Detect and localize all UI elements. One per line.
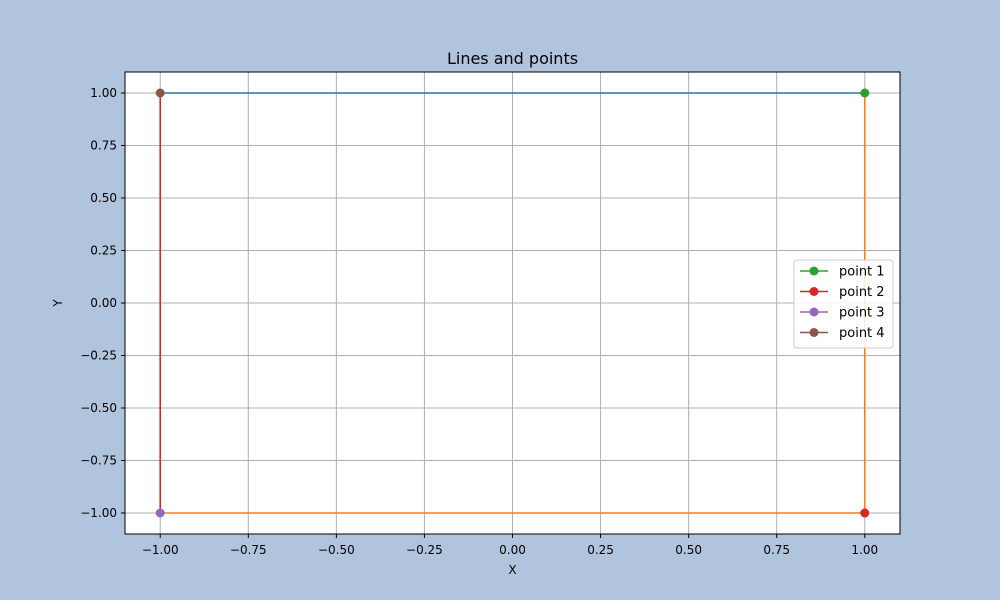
- y-axis-label: Y: [51, 299, 65, 308]
- y-tick-label: 0.75: [90, 139, 117, 153]
- legend-marker-4: [809, 328, 819, 337]
- legend: point 1 point 2 point 3 point 4: [793, 259, 894, 349]
- legend-marker-3: [809, 307, 819, 317]
- y-tick-label: 0.00: [90, 296, 117, 310]
- x-tick-label: −1.00: [142, 543, 179, 557]
- chart-title: Lines and points: [447, 49, 578, 68]
- y-tick-label: −0.50: [80, 401, 117, 415]
- x-tick-label: 0.25: [587, 543, 614, 557]
- x-tick-label: 0.00: [499, 543, 526, 557]
- legend-label-1: point 1: [839, 265, 885, 280]
- x-tick-label: 0.75: [763, 543, 790, 557]
- legend-label-4: point 4: [839, 326, 885, 341]
- y-tick-label: −0.75: [80, 454, 117, 468]
- data-point-3: [155, 508, 165, 518]
- legend-box: [793, 259, 894, 349]
- x-tick-label: −0.25: [406, 543, 443, 557]
- legend-label-3: point 3: [839, 306, 885, 321]
- chart-points: [155, 88, 870, 518]
- axis-ticks: −1.00 −0.75 −0.50 −0.25 0.00 0.25 0.50 0.75 1.00…: [80, 86, 878, 557]
- x-tick-label: −0.75: [230, 543, 267, 557]
- legend-label-2: point 2: [839, 285, 885, 300]
- x-axis-label: X: [508, 563, 516, 577]
- y-tick-label: 1.00: [90, 86, 117, 100]
- data-point-4: [155, 88, 165, 98]
- x-tick-label: 0.50: [675, 543, 702, 557]
- legend-marker-1: [809, 266, 819, 276]
- y-tick-label: −0.25: [80, 349, 117, 363]
- y-tick-label: 0.25: [90, 244, 117, 258]
- x-tick-label: −0.50: [318, 543, 355, 557]
- x-tick-label: 1.00: [851, 543, 878, 557]
- data-point-1: [860, 88, 870, 98]
- y-tick-label: 0.50: [90, 191, 117, 205]
- y-tick-label: −1.00: [80, 506, 117, 520]
- data-point-2: [860, 508, 870, 518]
- legend-marker-2: [809, 287, 819, 296]
